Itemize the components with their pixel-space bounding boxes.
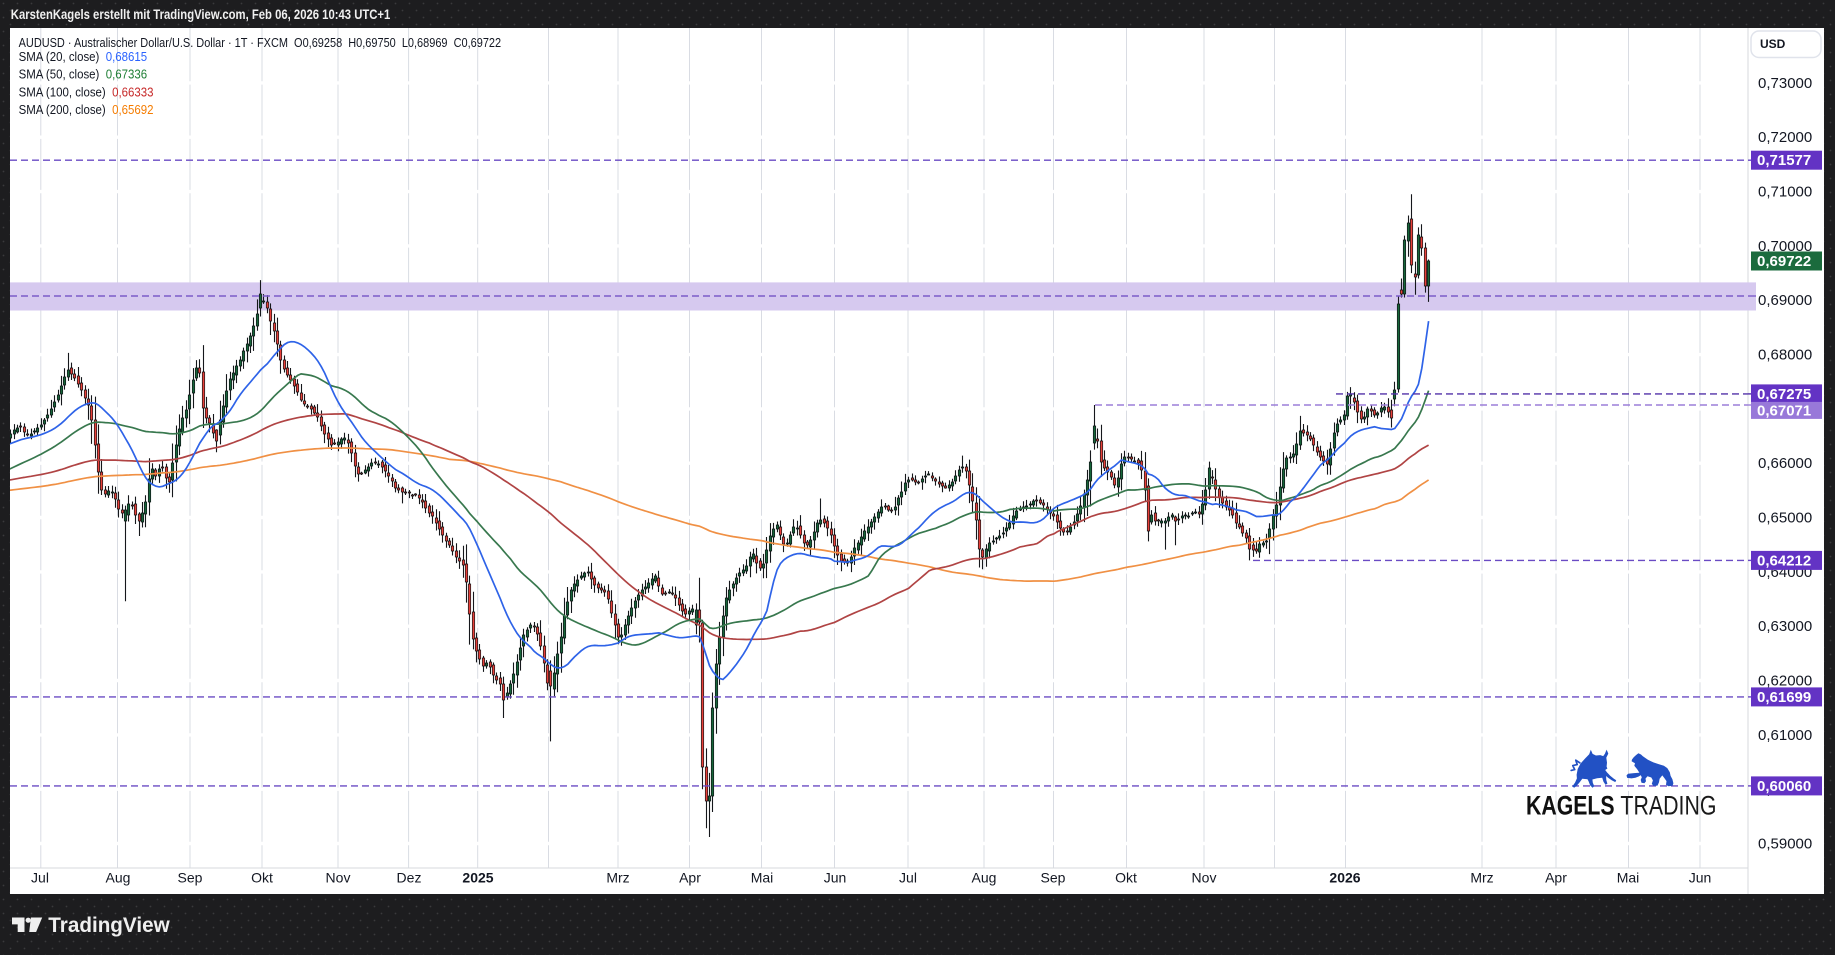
- svg-text:0,64212: 0,64212: [1757, 552, 1811, 569]
- svg-text:TradingView: TradingView: [48, 914, 170, 937]
- svg-text:Dez: Dez: [397, 870, 422, 886]
- svg-text:0,61699: 0,61699: [1757, 689, 1811, 706]
- svg-text:USD: USD: [1760, 37, 1786, 51]
- svg-text:0,65000: 0,65000: [1758, 510, 1812, 527]
- svg-text:0,63000: 0,63000: [1758, 618, 1812, 635]
- svg-text:Jun: Jun: [1689, 870, 1712, 886]
- svg-text:0,60060: 0,60060: [1757, 778, 1811, 795]
- svg-text:0,71577: 0,71577: [1757, 152, 1811, 169]
- svg-text:Jun: Jun: [824, 870, 847, 886]
- svg-text:2026: 2026: [1329, 870, 1360, 886]
- svg-text:0,70000: 0,70000: [1758, 238, 1812, 255]
- svg-text:0,67071: 0,67071: [1757, 402, 1811, 419]
- svg-text:Mrz: Mrz: [606, 870, 629, 886]
- svg-text:Nov: Nov: [326, 870, 351, 886]
- svg-text:AUDUSD · Australischer Dollar/: AUDUSD · Australischer Dollar/U.S. Dolla…: [19, 35, 502, 50]
- svg-text:TRADING: TRADING: [1620, 791, 1716, 821]
- svg-text:Mai: Mai: [751, 870, 774, 886]
- svg-text:0,71000: 0,71000: [1758, 184, 1812, 201]
- svg-text:Sep: Sep: [178, 870, 203, 886]
- svg-text:Jul: Jul: [31, 870, 49, 886]
- svg-text:Jul: Jul: [899, 870, 917, 886]
- svg-text:Apr: Apr: [1545, 870, 1567, 886]
- svg-text:0,68000: 0,68000: [1758, 347, 1812, 364]
- svg-text:0,59000: 0,59000: [1758, 836, 1812, 853]
- svg-text:2025: 2025: [462, 870, 493, 886]
- svg-text:Apr: Apr: [679, 870, 701, 886]
- svg-text:SMA (20, close) 0,68615: SMA (20, close) 0,68615: [19, 49, 148, 64]
- svg-text:0,61000: 0,61000: [1758, 727, 1812, 744]
- svg-text:0,62000: 0,62000: [1758, 673, 1812, 690]
- svg-text:0,69722: 0,69722: [1757, 253, 1811, 270]
- svg-text:0,69000: 0,69000: [1758, 292, 1812, 309]
- svg-text:KarstenKagels erstellt mit Tra: KarstenKagels erstellt mit TradingView.c…: [11, 6, 391, 23]
- svg-text:Nov: Nov: [1192, 870, 1217, 886]
- svg-text:Mai: Mai: [1617, 870, 1640, 886]
- svg-text:0,67275: 0,67275: [1757, 386, 1811, 403]
- svg-text:Mrz: Mrz: [1470, 870, 1493, 886]
- svg-text:Okt: Okt: [1115, 870, 1137, 886]
- svg-text:SMA (200, close) 0,65692: SMA (200, close) 0,65692: [19, 102, 154, 117]
- svg-text:0,73000: 0,73000: [1758, 75, 1812, 92]
- svg-text:Aug: Aug: [972, 870, 997, 886]
- svg-text:SMA (50, close) 0,67336: SMA (50, close) 0,67336: [19, 67, 148, 82]
- svg-text:Aug: Aug: [106, 870, 131, 886]
- svg-text:0,66000: 0,66000: [1758, 455, 1812, 472]
- svg-text:0,72000: 0,72000: [1758, 129, 1812, 146]
- svg-text:KAGELS: KAGELS: [1526, 791, 1615, 821]
- svg-text:Okt: Okt: [251, 870, 273, 886]
- svg-text:SMA (100, close) 0,66333: SMA (100, close) 0,66333: [19, 85, 154, 100]
- svg-text:Sep: Sep: [1041, 870, 1066, 886]
